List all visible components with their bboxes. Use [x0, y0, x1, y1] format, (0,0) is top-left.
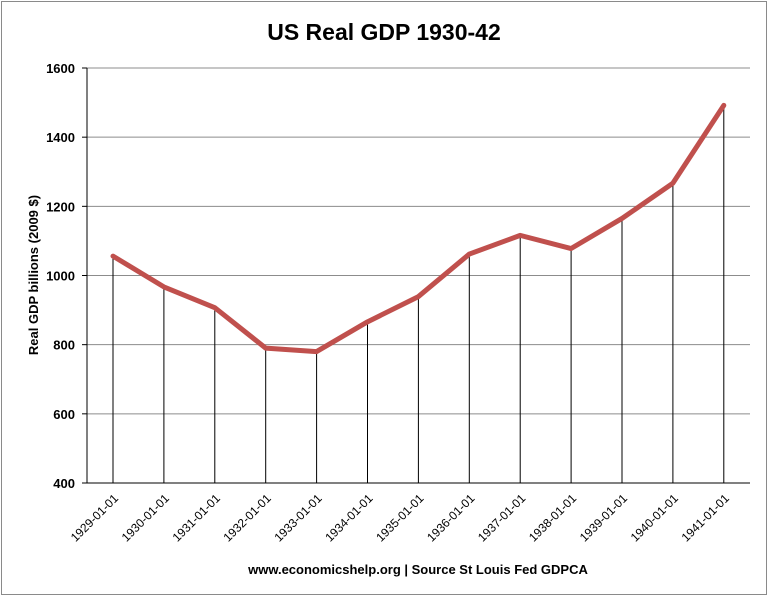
gridlines [82, 67, 750, 484]
y-tick-label: 1400 [46, 130, 75, 145]
x-tick-label: 1936-01-01 [424, 491, 478, 545]
x-tick-label: 1939-01-01 [577, 491, 631, 545]
x-tick-label: 1938-01-01 [526, 491, 580, 545]
y-tick-label: 1200 [46, 199, 75, 214]
x-tick-label: 1941-01-01 [679, 491, 733, 545]
x-tick-label: 1935-01-01 [373, 491, 427, 545]
x-tick-label: 1932-01-01 [221, 491, 275, 545]
y-tick-label: 400 [53, 476, 75, 491]
gdp-series-line [110, 102, 727, 355]
chart-title: US Real GDP 1930-42 [267, 19, 501, 45]
y-tick-label: 1600 [46, 61, 75, 76]
y-tick-labels: 400 600 800 1000 1200 1400 1600 [46, 61, 75, 491]
x-tick-label: 1931-01-01 [170, 491, 224, 545]
x-tick-label: 1940-01-01 [628, 491, 682, 545]
x-tick-label: 1929-01-01 [68, 491, 122, 545]
y-axis-label: Real GDP billions (2009 $) [26, 195, 41, 355]
x-tick-label: 1933-01-01 [271, 491, 325, 545]
drop-lines [112, 105, 725, 483]
x-tick-label: 1937-01-01 [475, 491, 529, 545]
x-tick-labels: 1929-01-011930-01-011931-01-011932-01-01… [68, 491, 732, 545]
x-tick-label: 1934-01-01 [322, 491, 376, 545]
x-tick-label: 1930-01-01 [119, 491, 173, 545]
y-tick-label: 1000 [46, 269, 75, 284]
source-caption: www.economicshelp.org | Source St Louis … [247, 562, 588, 577]
y-tick-label: 600 [53, 407, 75, 422]
y-tick-label: 800 [53, 338, 75, 353]
